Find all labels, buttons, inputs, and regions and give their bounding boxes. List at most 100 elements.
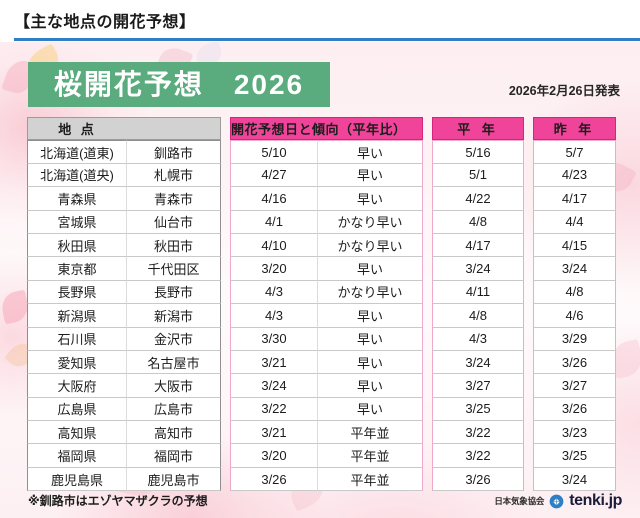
column-gap — [423, 328, 432, 351]
column-gap — [524, 374, 533, 397]
cell-trend: 早い — [318, 257, 423, 281]
cell-normal-year: 3/27 — [432, 374, 524, 398]
cell-forecast-date: 3/21 — [230, 421, 318, 445]
cell-normal-year: 3/25 — [432, 397, 524, 422]
table-row: 北海道(道央) 札幌市 4/27 早い 5/1 4/23 — [27, 163, 616, 188]
cell-last-year: 3/25 — [533, 444, 616, 468]
cell-last-year: 3/27 — [533, 374, 616, 398]
column-gap — [423, 421, 432, 444]
column-gap — [423, 164, 432, 187]
column-gap — [524, 328, 533, 351]
header-gap — [524, 117, 533, 140]
column-gap — [221, 328, 230, 351]
cell-forecast-date: 4/3 — [230, 304, 318, 328]
column-gap — [524, 140, 533, 163]
cell-prefecture: 北海道(道東) — [27, 140, 127, 164]
cell-last-year: 4/6 — [533, 304, 616, 328]
column-gap — [221, 164, 230, 187]
cell-trend: かなり早い — [318, 233, 423, 258]
forecast-title-banner: 桜開花予想 2026 — [28, 62, 330, 107]
table-row: 大阪府 大阪市 3/24 早い 3/27 3/27 — [27, 374, 616, 398]
column-header-normal: 平 年 — [432, 117, 524, 141]
cell-last-year: 3/23 — [533, 421, 616, 445]
cell-prefecture: 青森県 — [27, 187, 127, 211]
cell-city: 札幌市 — [127, 163, 221, 188]
cell-forecast-date: 3/24 — [230, 374, 318, 398]
table-row: 愛知県 名古屋市 3/21 早い 3/24 3/26 — [27, 350, 616, 375]
cell-normal-year: 5/16 — [432, 140, 524, 164]
cell-city: 名古屋市 — [127, 350, 221, 375]
cell-trend: 早い — [318, 374, 423, 398]
column-gap — [423, 351, 432, 374]
cell-prefecture: 大阪府 — [27, 374, 127, 398]
table-row: 北海道(道東) 釧路市 5/10 早い 5/16 5/7 — [27, 140, 616, 164]
cell-normal-year: 3/24 — [432, 350, 524, 375]
publish-date: 2026年2月26日発表 — [508, 84, 620, 98]
credit-brand: tenki.jp — [569, 492, 622, 509]
table-row: 宮城県 仙台市 4/1 かなり早い 4/8 4/4 — [27, 210, 616, 234]
cell-prefecture: 高知県 — [27, 421, 127, 445]
table-row: 高知県 高知市 3/21 平年並 3/22 3/23 — [27, 421, 616, 445]
column-gap — [524, 444, 533, 467]
column-gap — [221, 211, 230, 234]
cell-trend: 早い — [318, 327, 423, 351]
cell-normal-year: 4/8 — [432, 210, 524, 234]
column-gap — [221, 140, 230, 163]
table-row: 長野県 長野市 4/3 かなり早い 4/11 4/8 — [27, 280, 616, 305]
column-header-forecast-spacer — [318, 117, 423, 141]
cell-city: 広島市 — [127, 397, 221, 422]
cell-last-year: 3/26 — [533, 350, 616, 375]
cell-city: 新潟市 — [127, 304, 221, 328]
cell-city: 鹿児島市 — [127, 467, 221, 492]
column-gap — [221, 374, 230, 397]
column-gap — [423, 211, 432, 234]
cell-normal-year: 5/1 — [432, 163, 524, 188]
column-gap — [524, 211, 533, 234]
column-gap — [423, 398, 432, 421]
cell-forecast-date: 3/20 — [230, 444, 318, 468]
cell-trend: かなり早い — [318, 280, 423, 305]
cell-last-year: 5/7 — [533, 140, 616, 164]
title-divider — [14, 38, 640, 41]
column-gap — [524, 468, 533, 491]
cell-prefecture: 長野県 — [27, 280, 127, 305]
forecast-table: 地 点 開花予想日と傾向（平年比） 平 年 昨 年 北海道(道東) 釧路市 5/10… — [27, 117, 616, 492]
cell-forecast-date: 4/3 — [230, 280, 318, 305]
cell-last-year: 3/24 — [533, 467, 616, 492]
column-gap — [524, 164, 533, 187]
cell-forecast-date: 3/22 — [230, 397, 318, 422]
cell-normal-year: 3/22 — [432, 444, 524, 468]
column-gap — [423, 444, 432, 467]
cell-forecast-date: 3/21 — [230, 350, 318, 375]
cell-normal-year: 4/11 — [432, 280, 524, 305]
column-gap — [524, 398, 533, 421]
forecast-table-body: 北海道(道東) 釧路市 5/10 早い 5/16 5/7 北海道(道央) 札幌市 4/27 早い 5… — [27, 140, 616, 492]
column-gap — [524, 351, 533, 374]
cell-forecast-date: 3/30 — [230, 327, 318, 351]
column-gap — [524, 187, 533, 210]
cell-city: 仙台市 — [127, 210, 221, 234]
column-header-area-spacer — [127, 117, 221, 141]
table-row: 鹿児島県 鹿児島市 3/26 平年並 3/26 3/24 — [27, 467, 616, 492]
cell-forecast-date: 4/1 — [230, 210, 318, 234]
column-gap — [423, 468, 432, 491]
cell-prefecture: 北海道(道央) — [27, 163, 127, 188]
cell-forecast-date: 4/27 — [230, 163, 318, 188]
cell-last-year: 4/15 — [533, 233, 616, 258]
forecast-table-head: 地 点 開花予想日と傾向（平年比） 平 年 昨 年 — [27, 117, 616, 141]
cell-prefecture: 広島県 — [27, 397, 127, 422]
cell-last-year: 4/23 — [533, 163, 616, 188]
column-gap — [221, 351, 230, 374]
column-gap — [524, 257, 533, 280]
cell-normal-year: 4/22 — [432, 187, 524, 211]
cell-prefecture: 鹿児島県 — [27, 467, 127, 492]
table-row: 福岡県 福岡市 3/20 平年並 3/22 3/25 — [27, 444, 616, 468]
column-gap — [423, 281, 432, 304]
cell-prefecture: 石川県 — [27, 327, 127, 351]
column-gap — [221, 444, 230, 467]
column-gap — [423, 187, 432, 210]
cell-trend: 早い — [318, 140, 423, 164]
cell-city: 釧路市 — [127, 140, 221, 164]
column-gap — [221, 421, 230, 444]
